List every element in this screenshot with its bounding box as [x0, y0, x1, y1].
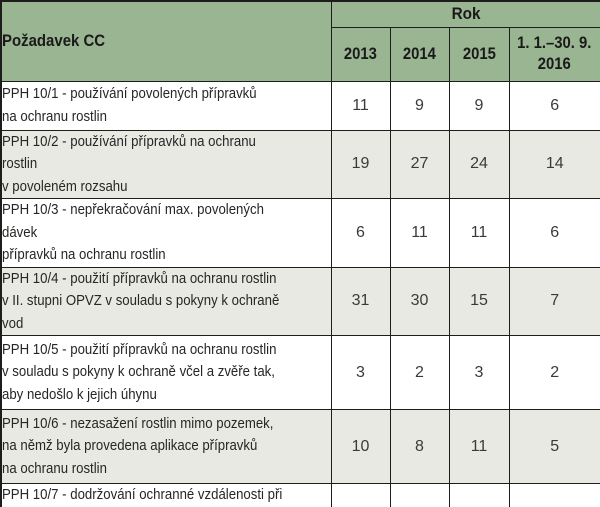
column-header-2013: 2013	[330, 26, 391, 82]
requirement-label: PPH 10/4 - použití přípravků na ochranu …	[2, 269, 280, 332]
requirement-cell: PPH 10/6 - nezasažení rostlin mimo pozem…	[0, 409, 332, 484]
value-cell: 6	[330, 198, 391, 268]
requirement-cell: PPH 10/5 - použití přípravků na ochranu …	[0, 335, 332, 410]
value-cell: 11	[448, 198, 510, 268]
value-cell: 11	[448, 409, 510, 484]
year-group-label: Rok	[451, 4, 481, 24]
value-cell: 6	[508, 198, 600, 268]
value-cell: 14	[508, 129, 600, 199]
value-cell: 2	[389, 335, 450, 410]
value-cell: -	[389, 483, 450, 507]
table-row: PPH 10/4 - použití přípravků na ochranu …	[0, 266, 600, 336]
value-cell: 5	[508, 409, 600, 484]
value-cell: 3	[330, 335, 391, 410]
column-header-year-group: Rok	[330, 0, 600, 28]
table-row: PPH 10/6 - nezasažení rostlin mimo pozem…	[0, 409, 600, 484]
header-row-years: 2013 2014 2015 1. 1.–30. 9. 2016	[1, 26, 600, 82]
table-row: PPH 10/1 - používání povolených přípravk…	[0, 80, 600, 131]
requirement-cell: PPH 10/3 - nepřekračování max. povolenýc…	[0, 198, 332, 268]
table-row: PPH 10/2 - používání přípravků na ochran…	[0, 129, 600, 199]
requirement-cell: PPH 10/4 - použití přípravků na ochranu …	[0, 266, 332, 336]
requirement-label: PPH 10/3 - nepřekračování max. povolenýc…	[2, 201, 264, 263]
value-cell: 24	[448, 129, 510, 199]
requirement-label: PPH 10/1 - používání povolených přípravk…	[2, 85, 257, 125]
column-header-2016-partial: 1. 1.–30. 9. 2016	[508, 26, 600, 82]
value-cell: 31	[330, 266, 391, 336]
value-cell: 7	[508, 266, 600, 336]
header-row-group: Požadavek CC Rok	[0, 0, 600, 82]
column-header-2014: 2014	[389, 26, 450, 82]
value-cell: 3	[448, 335, 510, 410]
value-cell: 15	[448, 266, 510, 336]
table-body: PPH 10/1 - používání povolených přípravk…	[0, 80, 600, 507]
value-cell: 6	[508, 80, 600, 131]
value-cell: 27	[389, 129, 450, 199]
requirement-label: PPH 10/5 - použití přípravků na ochranu …	[2, 340, 277, 403]
value-cell: 9	[389, 80, 450, 131]
table-header: Požadavek CC Rok 2013 2014 2015 1. 1.–30…	[0, 0, 600, 82]
table-row: PPH 10/5 - použití přípravků na ochranu …	[0, 335, 600, 410]
table-row: PPH 10/7 - dodržování ochranné vzdálenos…	[0, 483, 600, 507]
value-cell: 2	[448, 483, 510, 507]
value-cell: -	[330, 483, 391, 507]
value-cell: 11	[389, 198, 450, 268]
value-cell: 11	[330, 80, 391, 131]
value-cell: 30	[389, 266, 450, 336]
requirement-cell: PPH 10/7 - dodržování ochranné vzdálenos…	[0, 483, 332, 507]
column-header-requirement: Požadavek CC	[0, 0, 332, 82]
requirement-cell: PPH 10/2 - používání přípravků na ochran…	[0, 129, 332, 199]
value-cell: 10	[330, 409, 391, 484]
value-cell: 1	[508, 483, 600, 507]
requirement-label: PPH 10/2 - používání přípravků na ochran…	[2, 132, 256, 195]
value-cell: 19	[330, 129, 391, 199]
table-row: PPH 10/3 - nepřekračování max. povolenýc…	[0, 198, 600, 268]
requirement-label: PPH 10/6 - nezasažení rostlin mimo pozem…	[2, 414, 274, 477]
value-cell: 8	[389, 409, 450, 484]
value-cell: 2	[508, 335, 600, 410]
value-cell: 9	[448, 80, 510, 131]
requirement-cell: PPH 10/1 - používání povolených přípravk…	[0, 80, 332, 131]
column-header-requirement-label: Požadavek CC	[2, 31, 106, 51]
requirement-label: PPH 10/7 - dodržování ochranné vzdálenos…	[2, 486, 283, 503]
column-header-2015: 2015	[448, 26, 510, 82]
